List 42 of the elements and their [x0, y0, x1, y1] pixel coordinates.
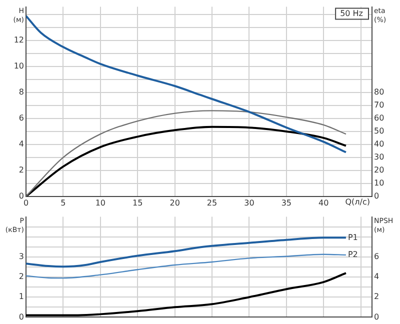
x-axis-title: Q(л/с)	[345, 197, 370, 206]
y2-tick-label: 2	[374, 292, 380, 302]
x-tick-label: 5	[60, 198, 66, 208]
line-series	[26, 110, 347, 196]
annotation: 50 Hz	[340, 8, 363, 18]
y-tick-label: 2	[18, 272, 24, 282]
line-series	[26, 14, 347, 154]
y-tick-label: 10	[14, 62, 24, 71]
line-series	[26, 126, 347, 196]
y-tick-label: 1	[18, 292, 24, 302]
y2-tick-label: 10	[374, 178, 384, 188]
y2-tick-label: 30	[374, 152, 384, 162]
x-tick-label: 15	[132, 198, 143, 208]
y2-tick-label: 60	[374, 114, 384, 123]
y-tick-label: 8	[18, 88, 24, 97]
y2-tick-label: 0	[374, 312, 380, 322]
y-tick-label: 3	[18, 252, 24, 262]
line-series	[26, 236, 347, 268]
y-tick-label: 0	[18, 191, 24, 200]
y-tick-label: 12	[14, 36, 24, 45]
y-tick-label: 0	[18, 312, 24, 322]
line-series	[26, 254, 347, 279]
x-tick-label: 10	[95, 198, 106, 208]
y-tick-label: 6	[18, 114, 24, 123]
y-tick-label: 2	[18, 166, 24, 175]
line-series	[26, 272, 347, 316]
y2-tick-label: 0	[374, 191, 380, 200]
y2-tick-label: 70	[374, 100, 384, 110]
x-tick-label: 20	[170, 198, 180, 208]
x-tick-label: 30	[244, 198, 254, 208]
x-tick-label: 35	[281, 198, 292, 208]
y2-tick-label: 20	[374, 166, 384, 175]
y2-tick-label: 4	[374, 272, 380, 282]
x-tick-label: 40	[318, 198, 329, 208]
y2-tick-label: 80	[374, 88, 384, 97]
y2-tick-label: 6	[374, 252, 380, 262]
y-tick-label: 4	[18, 140, 24, 149]
x-tick-label: 25	[206, 198, 218, 208]
series-label: P1	[348, 232, 358, 242]
y2-tick-label: 40	[374, 140, 384, 149]
y2-tick-label: 50	[374, 126, 384, 136]
series-label: P2	[348, 250, 358, 260]
